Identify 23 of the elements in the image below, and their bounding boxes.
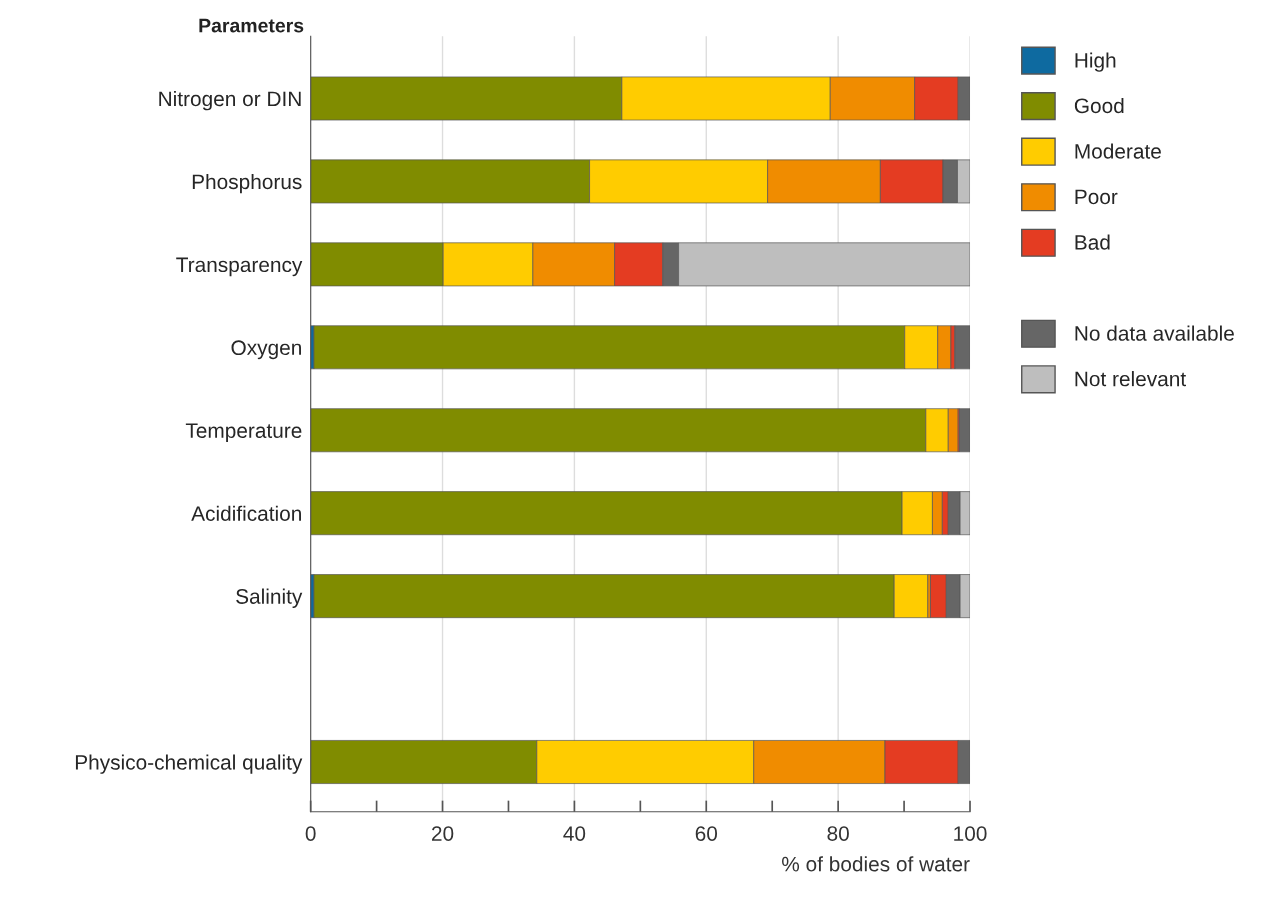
x-tick-label: 20 — [431, 826, 454, 841]
x-tick-label: 0 — [305, 826, 316, 841]
legend-label: Good — [1074, 97, 1124, 114]
legend-label: No data available — [1075, 325, 1234, 341]
y-axis-title: Parameters — [199, 18, 304, 33]
legend-label: Not relevant — [1075, 371, 1186, 387]
x-axis-title: % of bodies of water — [782, 856, 970, 872]
y-tick-label: Physico-chemical quality — [75, 754, 303, 774]
y-tick-label: Salinity — [236, 588, 303, 608]
y-tick-label: Temperature — [185, 423, 302, 443]
y-tick-label: Oxygen — [231, 340, 301, 360]
legend-label: High — [1075, 52, 1116, 72]
x-tick-label: 100 — [954, 826, 987, 841]
legend-label: Moderate — [1075, 143, 1161, 159]
legend-label: Poor — [1075, 189, 1118, 205]
x-tick-label: 60 — [695, 826, 718, 841]
y-tick-label: Transparency — [176, 257, 303, 277]
legend-label: Bad — [1075, 234, 1110, 250]
x-tick-label: 40 — [563, 826, 586, 841]
y-tick-label: Nitrogen or DIN — [159, 90, 301, 111]
x-tick-label: 80 — [827, 826, 849, 841]
y-tick-label: Phosphorus — [192, 173, 302, 194]
y-tick-label: Acidification — [191, 505, 301, 521]
